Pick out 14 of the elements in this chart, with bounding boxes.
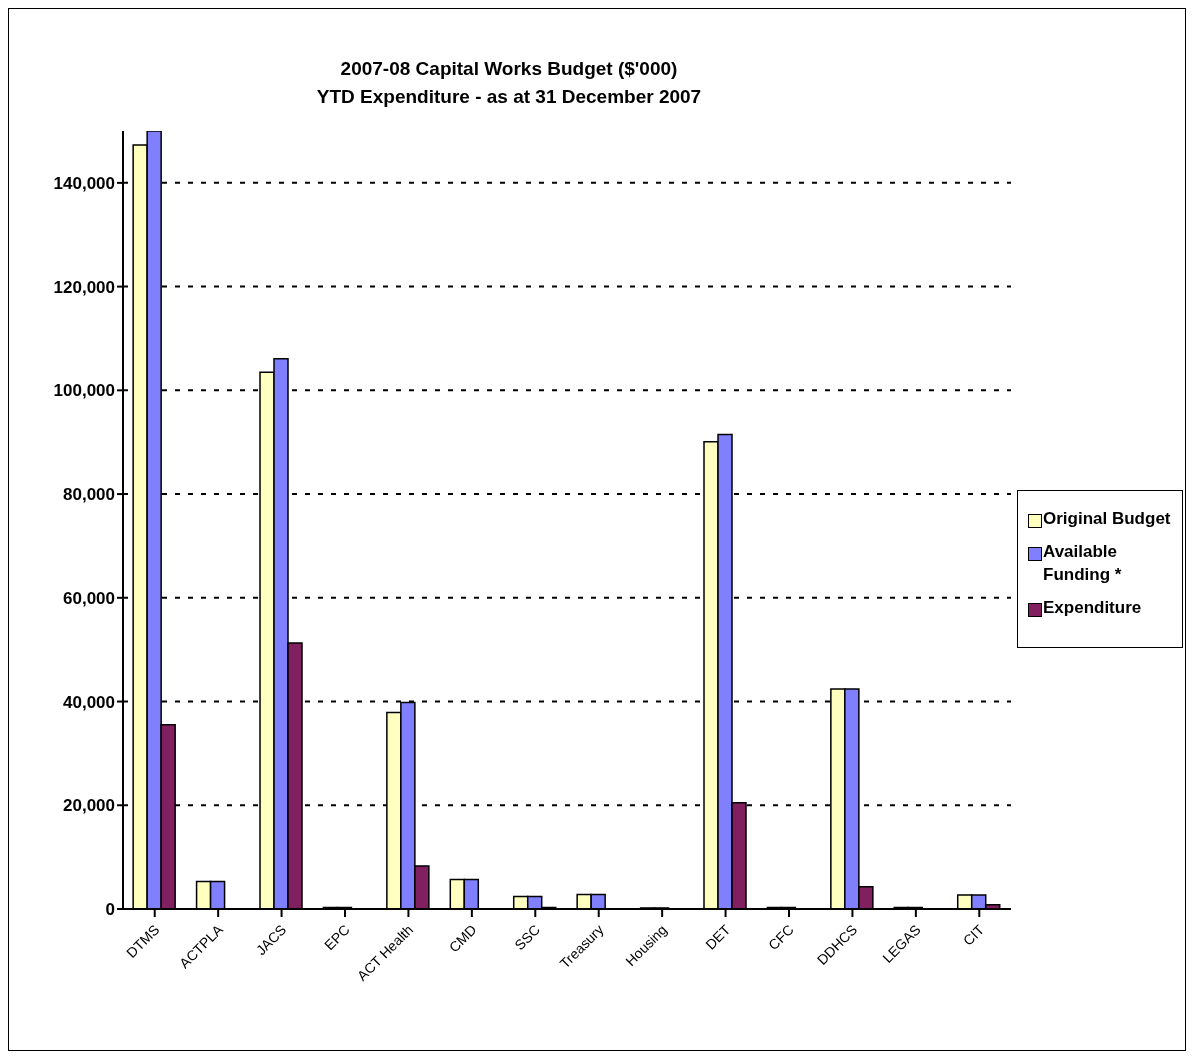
y-tick-label: 140,000 [53, 173, 115, 193]
y-tick-label: 80,000 [63, 485, 115, 505]
y-tick-label: 60,000 [63, 588, 115, 608]
legend-label: Expenditure [1043, 597, 1142, 619]
legend-label: Original Budget [1043, 508, 1171, 530]
x-tick-label: CIT [959, 921, 988, 949]
y-tick-label: 120,000 [53, 277, 115, 297]
y-tick-label: 20,000 [63, 796, 115, 816]
y-tick-label: 40,000 [63, 692, 115, 712]
chart-subtitle: YTD Expenditure - as at 31 December 2007 [315, 85, 703, 109]
chart-title: 2007-08 Capital Works Budget ($'000) [339, 57, 679, 81]
legend-label: Available Funding * [1043, 541, 1123, 586]
y-tick-label: 0 [105, 900, 115, 920]
y-tick-label: 100,000 [53, 381, 115, 401]
